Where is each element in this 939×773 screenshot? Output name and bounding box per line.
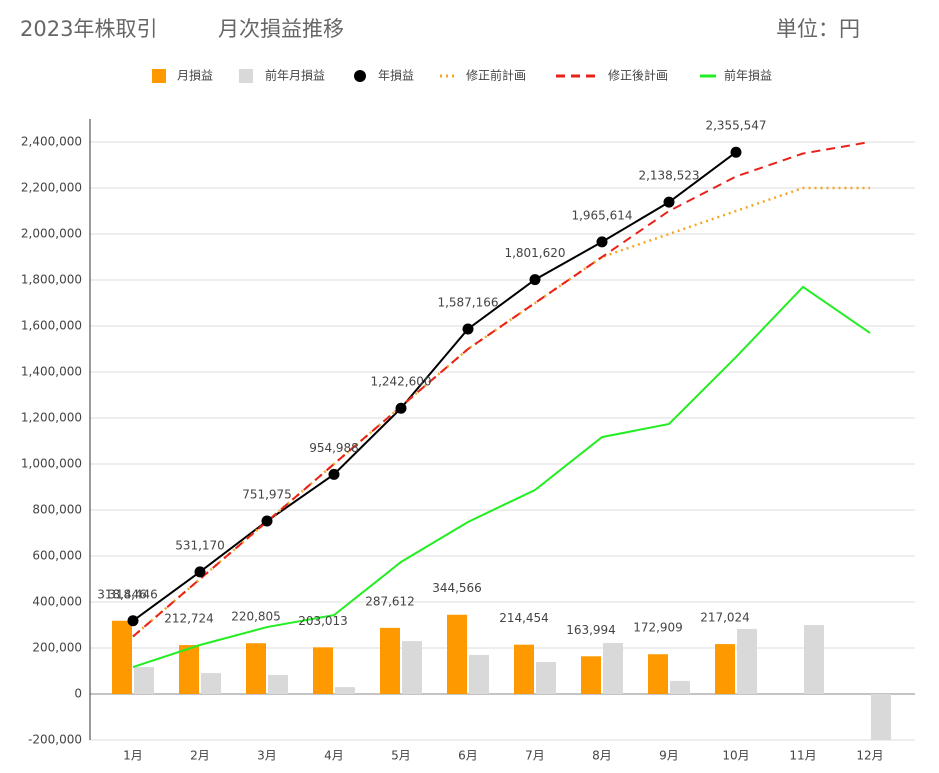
y-tick-label: 1,000,000	[21, 457, 82, 471]
data-label: 287,612	[365, 594, 415, 608]
unit-label: 単位：円	[776, 17, 860, 41]
bar	[737, 628, 757, 694]
line	[132, 151, 737, 622]
bar	[536, 662, 556, 694]
y-tick-label: 1,400,000	[21, 365, 82, 379]
legend-label: 前年損益	[724, 68, 772, 83]
data-label: 318,446	[108, 587, 158, 601]
point	[596, 236, 608, 248]
point	[261, 515, 273, 527]
bar	[871, 694, 891, 740]
data-label: 318,446	[97, 587, 147, 601]
legend-label: 前年月損益	[265, 68, 325, 83]
bar	[313, 647, 333, 694]
bar	[335, 687, 355, 694]
x-tick-label: 10月	[722, 749, 749, 763]
bar	[179, 645, 199, 694]
x-tick-label: 3月	[257, 749, 277, 763]
data-label: 1,801,620	[504, 246, 565, 260]
data-label: 1,965,614	[571, 208, 632, 222]
point	[730, 146, 742, 158]
point	[194, 566, 206, 578]
data-label: 212,724	[164, 612, 214, 626]
y-tick-label: 200,000	[32, 641, 82, 655]
bar	[268, 674, 288, 694]
legend-swatch	[152, 69, 166, 83]
point	[529, 274, 541, 286]
x-tick-label: 9月	[659, 749, 679, 763]
data-label: 1,242,600	[370, 375, 431, 389]
bar	[514, 644, 534, 694]
x-tick-label: 4月	[324, 749, 344, 763]
chart-subtitle: 月次損益推移	[218, 17, 344, 41]
bar	[469, 654, 489, 694]
bar	[380, 627, 400, 694]
point	[127, 615, 139, 627]
y-tick-label: 800,000	[32, 503, 82, 517]
y-tick-label: 2,000,000	[21, 227, 82, 241]
x-tick-label: 11月	[789, 749, 816, 763]
line	[132, 285, 871, 669]
point	[395, 402, 407, 414]
bar	[134, 667, 154, 694]
bar	[670, 680, 690, 694]
x-tick-label: 7月	[525, 749, 545, 763]
legend-label: 修正前計画	[466, 68, 526, 83]
y-tick-label: 1,200,000	[21, 411, 82, 425]
data-label: 751,975	[242, 488, 292, 502]
point	[328, 468, 340, 480]
data-label: 531,170	[175, 538, 225, 552]
bar	[715, 644, 735, 694]
bar	[603, 642, 623, 694]
x-tick-label: 5月	[391, 749, 411, 763]
bar	[447, 614, 467, 694]
data-label: 214,454	[499, 611, 549, 625]
data-label: 217,024	[700, 611, 750, 625]
bar	[246, 643, 266, 694]
bar	[648, 654, 668, 694]
legend-swatch	[239, 69, 253, 83]
data-label: 172,909	[633, 621, 683, 635]
y-tick-label: 2,400,000	[21, 135, 82, 149]
data-label: 203,013	[298, 614, 348, 628]
legend-label: 月損益	[177, 68, 213, 83]
data-label: 2,355,547	[705, 119, 766, 133]
y-tick-label: -200,000	[28, 733, 82, 747]
data-label: 220,805	[231, 610, 281, 624]
data-label: 163,994	[566, 623, 616, 637]
data-label: 954,988	[309, 441, 359, 455]
legend-label: 修正後計画	[608, 68, 668, 83]
legend-label: 年損益	[378, 68, 414, 83]
legend-swatch	[354, 70, 366, 82]
y-tick-label: 0	[74, 687, 82, 701]
y-tick-label: 1,800,000	[21, 273, 82, 287]
chart-title: 2023年株取引	[20, 17, 157, 41]
x-tick-label: 2月	[190, 749, 210, 763]
y-tick-label: 400,000	[32, 595, 82, 609]
y-tick-label: 600,000	[32, 549, 82, 563]
y-tick-label: 2,200,000	[21, 181, 82, 195]
x-tick-label: 1月	[123, 749, 143, 763]
bar	[402, 641, 422, 694]
x-tick-label: 6月	[458, 749, 478, 763]
bar	[112, 620, 132, 694]
line	[132, 141, 871, 638]
data-label: 2,138,523	[638, 169, 699, 183]
point	[462, 323, 474, 335]
x-tick-label: 8月	[592, 749, 612, 763]
bar	[804, 625, 824, 694]
line	[132, 186, 870, 638]
bar	[201, 673, 221, 694]
point	[663, 196, 675, 208]
data-label: 344,566	[432, 581, 482, 595]
y-tick-label: 1,600,000	[21, 319, 82, 333]
bar	[581, 656, 601, 694]
data-label: 1,587,166	[437, 295, 498, 309]
x-tick-label: 12月	[856, 749, 883, 763]
